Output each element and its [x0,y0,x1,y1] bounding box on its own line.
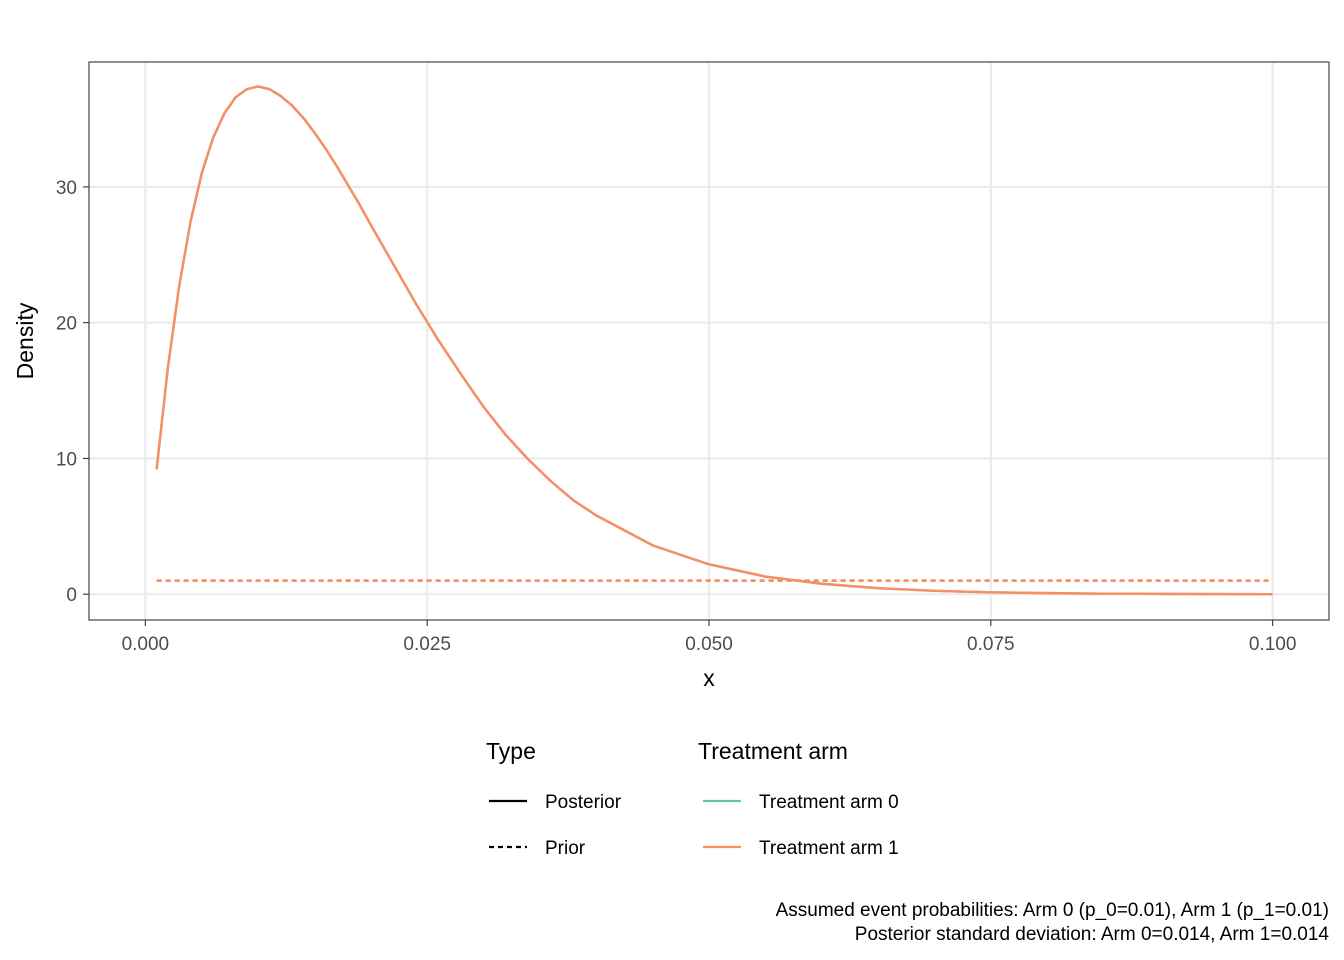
series-line-treatment-arm-0-posterior [155,85,1273,596]
grid-lines [89,62,1329,620]
x-tick-label: 0.050 [685,634,733,655]
x-tick-label: 0.075 [967,634,1015,655]
x-axis-title: x [703,665,715,691]
x-tick-label: 0.025 [403,634,451,655]
legend-label-posterior: Posterior [545,792,622,813]
axis-ticks: 0.000 0.025 0.050 0.075 0.100 0 10 20 30 [56,178,1297,655]
legend-type-title: Type [486,738,536,764]
caption-posterior-sd: Posterior standard deviation: Arm 0=0.01… [855,924,1330,945]
y-tick-label: 20 [56,314,77,335]
legend-label-treatment-arm-1: Treatment arm 1 [759,838,899,859]
series-lines [155,85,1273,596]
legend-label-prior: Prior [545,838,586,859]
series-line-treatment-arm-1-posterior [155,85,1273,596]
y-tick-label: 30 [56,178,77,199]
y-tick-label: 0 [66,585,77,606]
x-tick-label: 0.000 [122,634,170,655]
legend-label-treatment-arm-0: Treatment arm 0 [759,792,899,813]
legend-treatment-arm-title: Treatment arm [698,738,848,764]
x-tick-label: 0.100 [1249,634,1297,655]
y-axis-title: Density [12,302,38,379]
legend-treatment-arm: Treatment arm Treatment arm 0 Treatment … [698,738,899,859]
y-tick-label: 10 [56,449,77,470]
legend-type: Type Posterior Prior [486,738,622,859]
caption-event-probabilities: Assumed event probabilities: Arm 0 (p_0=… [776,900,1329,921]
